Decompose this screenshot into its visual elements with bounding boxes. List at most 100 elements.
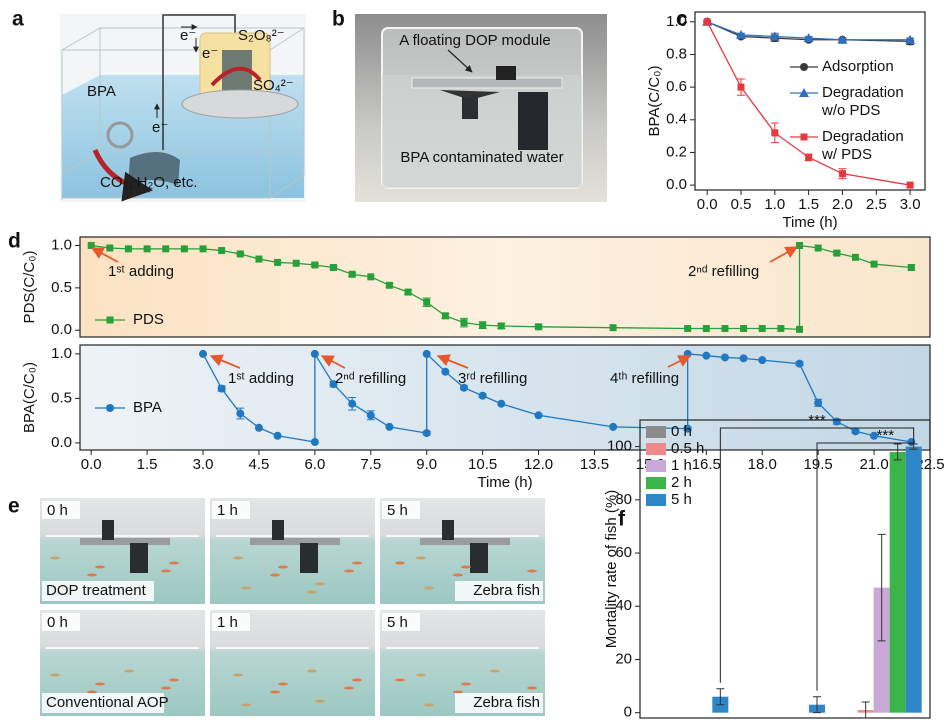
marker xyxy=(771,129,779,137)
legend-marker xyxy=(106,404,114,412)
annotation-arrow xyxy=(769,246,799,263)
panel-letter: c xyxy=(676,8,688,31)
marker xyxy=(348,270,356,278)
photo: A floating DOP module BPA contaminated w… xyxy=(355,14,607,202)
fish xyxy=(424,586,434,590)
marker xyxy=(330,264,338,272)
marker xyxy=(124,245,132,253)
fabric xyxy=(272,520,284,540)
x-tick-label: 10.5 xyxy=(468,456,497,473)
fish xyxy=(315,699,325,703)
fish xyxy=(344,686,354,690)
fish xyxy=(50,673,60,677)
plot-bg xyxy=(80,345,930,450)
marker xyxy=(906,181,914,189)
plot-frame xyxy=(79,344,931,451)
legend-swatch xyxy=(646,494,666,506)
x-tick-label: 4.5 xyxy=(249,456,270,473)
fish xyxy=(161,569,171,573)
bar xyxy=(873,587,890,713)
marker xyxy=(535,323,543,331)
label: BPA contaminated water xyxy=(400,149,563,166)
marker xyxy=(814,398,823,407)
marker xyxy=(737,83,745,91)
y-axis-label: BPA(C/C₀) xyxy=(21,362,38,433)
fish xyxy=(395,561,405,565)
marker xyxy=(385,281,393,289)
series-line xyxy=(706,21,911,41)
fabric xyxy=(102,520,114,540)
fish xyxy=(527,569,537,573)
y-tick-label: 20 xyxy=(615,650,632,667)
legend-label: BPA xyxy=(133,399,162,416)
fish xyxy=(307,590,317,594)
time-label: 1 h xyxy=(217,614,238,631)
fish xyxy=(233,556,243,560)
fish xyxy=(124,669,134,673)
caption: Conventional AOP xyxy=(46,694,169,711)
time-label: 5 h xyxy=(387,614,408,631)
arrow xyxy=(447,49,473,73)
x-tick-label: 9.0 xyxy=(416,456,437,473)
legend-marker xyxy=(799,88,809,97)
marker xyxy=(422,349,431,358)
significance-label: *** xyxy=(808,412,826,429)
fish xyxy=(416,673,426,677)
fish xyxy=(344,569,354,573)
error-bar xyxy=(813,696,821,714)
x-tick-label: 12.0 xyxy=(524,456,553,473)
marker xyxy=(703,18,711,26)
plot-frame xyxy=(79,236,931,338)
marker xyxy=(348,399,357,408)
panel-letter: b xyxy=(332,8,345,31)
x-tick-label: 1.0 xyxy=(764,196,785,213)
x-tick-label: 6.0 xyxy=(304,456,325,473)
x-tick-label: 1.5 xyxy=(137,456,158,473)
y-tick-label: 0.8 xyxy=(666,45,687,62)
module xyxy=(80,538,170,545)
legend-marker xyxy=(800,133,808,141)
module xyxy=(411,77,563,89)
marker xyxy=(803,33,814,43)
marker xyxy=(385,422,394,431)
x-tick-label: 21.0 xyxy=(859,456,888,473)
y-axis-label: PDS(C/C₀) xyxy=(21,251,38,324)
fish xyxy=(87,573,97,577)
marker xyxy=(143,245,151,253)
legend-swatch xyxy=(646,426,666,438)
annotation-arrow xyxy=(320,355,346,369)
x-tick-label: 0.5 xyxy=(731,196,752,213)
marker xyxy=(814,244,822,252)
y-tick-label: 1.0 xyxy=(51,236,72,253)
marker xyxy=(702,325,710,333)
marker xyxy=(497,322,505,330)
y-tick-label: 0.5 xyxy=(51,389,72,406)
x-axis-label: Time (h) xyxy=(782,214,837,231)
marker xyxy=(459,383,468,392)
red-arrow xyxy=(210,66,262,87)
marker xyxy=(311,261,319,269)
fish xyxy=(352,678,362,682)
time-label: 5 h xyxy=(387,502,408,519)
label-box xyxy=(382,501,420,519)
marker xyxy=(180,245,188,253)
float-disk xyxy=(181,89,299,119)
y-tick-label: 1.0 xyxy=(666,13,687,30)
marker xyxy=(870,431,879,440)
marker xyxy=(795,359,804,368)
marker xyxy=(769,31,780,41)
legend-swatch xyxy=(646,460,666,472)
marker xyxy=(851,427,860,436)
marker xyxy=(837,34,848,44)
marker xyxy=(404,288,412,296)
fabric xyxy=(130,543,148,573)
fabric xyxy=(462,97,478,119)
fish xyxy=(241,703,251,707)
legend-label: 0.5 h xyxy=(671,440,704,457)
marker xyxy=(777,325,785,333)
caption: Zebra fish xyxy=(473,582,540,599)
fish xyxy=(241,586,251,590)
fish xyxy=(527,686,537,690)
fish xyxy=(395,678,405,682)
